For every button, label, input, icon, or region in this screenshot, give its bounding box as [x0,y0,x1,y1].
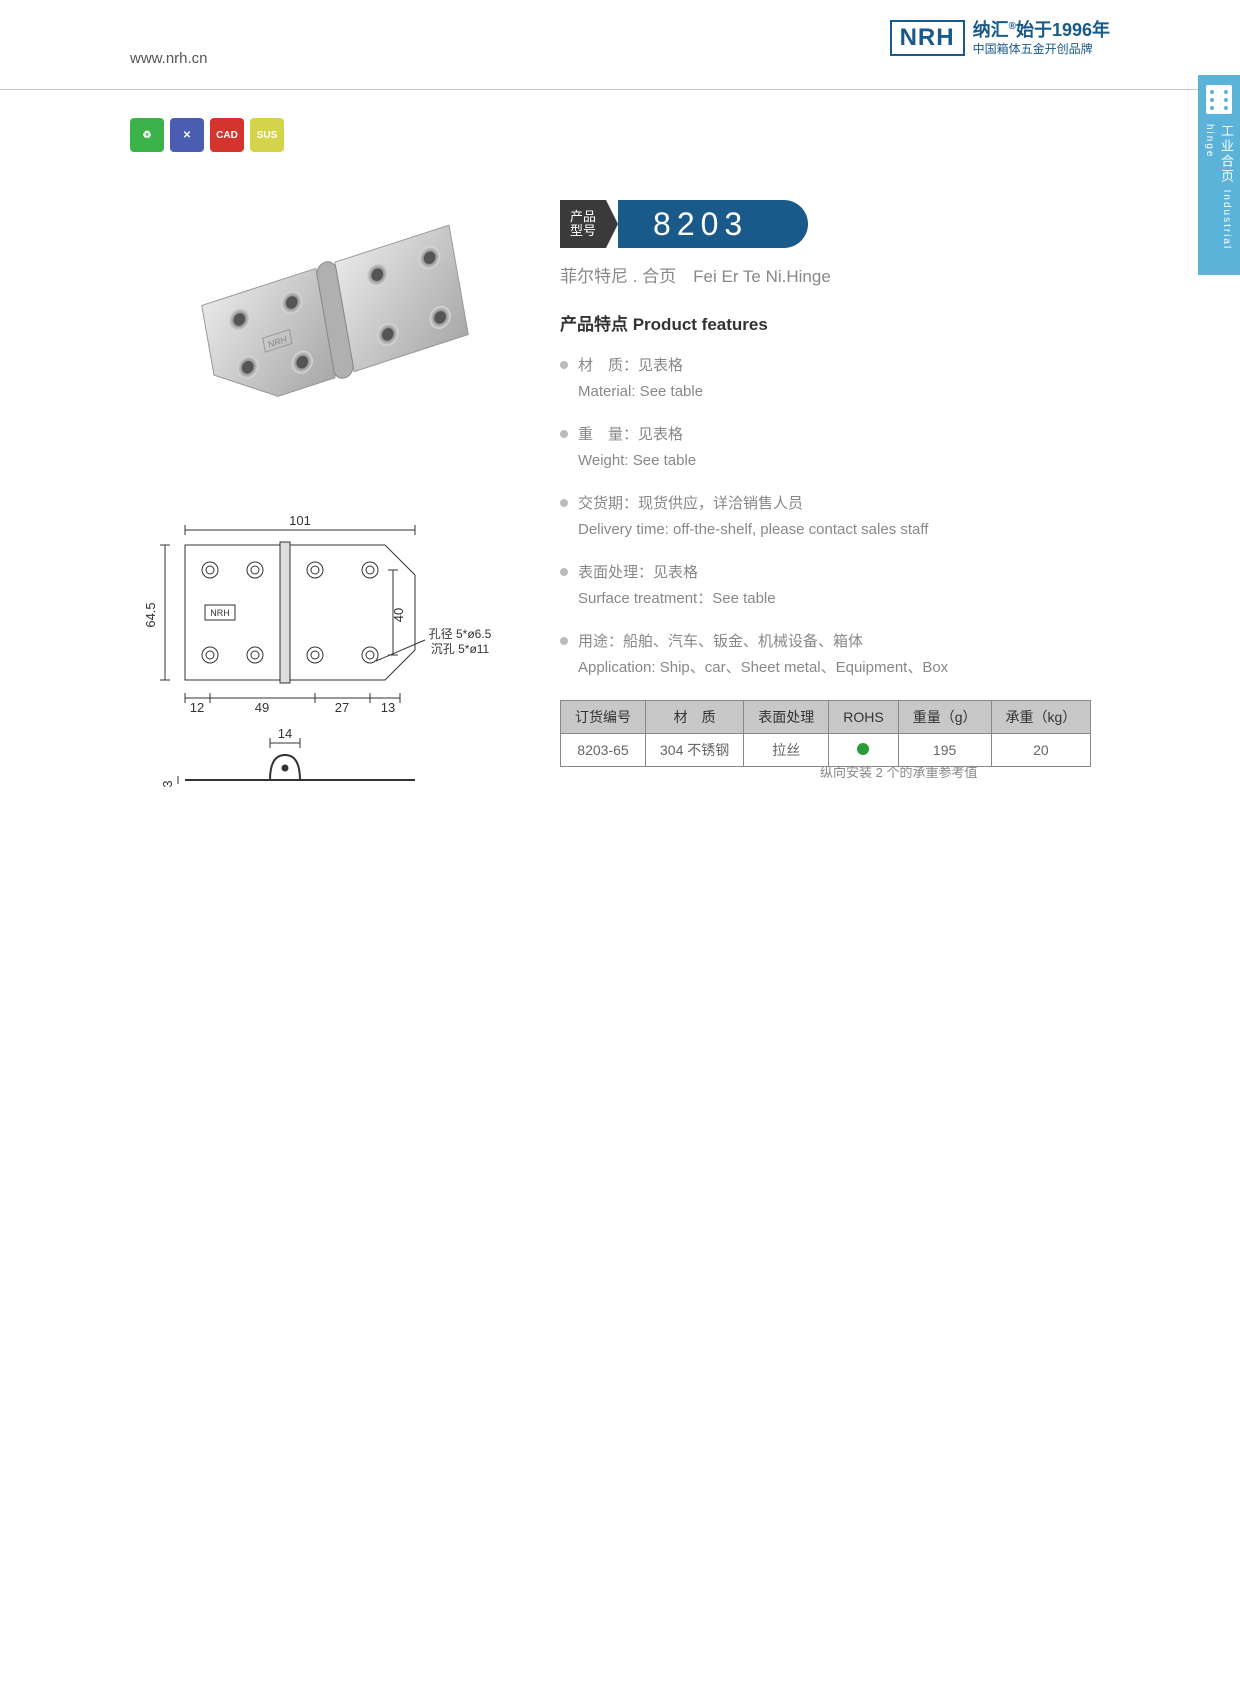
svg-text:NRH: NRH [210,608,230,618]
svg-text:14: 14 [278,726,292,741]
technical-drawing: 101 NRH 64.5 40 孔径 5*ø6.5 沉孔 5*ø11 12 49… [130,500,510,820]
svg-text:沉孔 5*ø11: 沉孔 5*ø11 [431,642,490,656]
svg-text:13: 13 [381,700,395,715]
hinge-icon [1206,85,1232,114]
svg-text:49: 49 [255,700,269,715]
svg-text:孔径 5*ø6.5: 孔径 5*ø6.5 [429,627,492,641]
feature-item: 重 量：见表格Weight: See table [560,422,1120,473]
table-header: 重量（g） [898,701,991,734]
svg-text:101: 101 [289,513,311,528]
table-cell: 20 [991,734,1091,767]
product-photo: NRH [160,190,510,450]
logo-area: NRH 纳汇®始于1996年 中国箱体五金开创品牌 [890,20,1110,56]
svg-text:40: 40 [391,608,406,622]
features-section: 产品特点 Product features 材 质：见表格Material: S… [560,310,1120,767]
tools-icon: ✕ [170,118,204,152]
category-side-tab: 工业合页 Industrial hinge [1198,75,1240,275]
side-tab-label: 工业合页 Industrial hinge [1202,124,1236,275]
product-subtitle: 菲尔特尼 . 合页 Fei Er Te Ni.Hinge [560,262,831,287]
feature-item: 用途：船舶、汽车、钣金、机械设备、箱体Application: Ship、car… [560,629,1120,680]
features-title: 产品特点 Product features [560,310,1120,335]
feature-item: 交货期：现货供应，详洽销售人员Delivery time: off-the-sh… [560,491,1120,542]
model-badge: 产品型号 8203 [560,200,808,248]
svg-text:3: 3 [160,780,175,787]
model-label: 产品型号 [560,200,606,248]
table-cell: 304 不锈钢 [646,734,744,767]
cad-icon: CAD [210,118,244,152]
table-cell: 拉丝 [744,734,829,767]
model-number: 8203 [618,200,808,248]
table-cell: 8203-65 [561,734,646,767]
sus-icon: SUS [250,118,284,152]
table-footnote: 纵向安装 2 个的承重参考值 [820,762,977,781]
rohs-dot-icon [857,743,869,755]
eco-icon: ♻ [130,118,164,152]
svg-text:64.5: 64.5 [143,602,158,627]
feature-item: 材 质：见表格Material: See table [560,353,1120,404]
attribute-icons-row: ♻ ✕ CAD SUS [130,118,284,152]
brand-text: 纳汇®始于1996年 中国箱体五金开创品牌 [973,20,1110,56]
table-header: 材 质 [646,701,744,734]
table-header: 表面处理 [744,701,829,734]
website-url: www.nrh.cn [130,50,208,67]
table-header: 承重（kg） [991,701,1091,734]
feature-item: 表面处理：见表格Surface treatment：See table [560,560,1120,611]
svg-text:27: 27 [335,700,349,715]
brand-logo: NRH [890,20,965,56]
spec-table: 订货编号材 质表面处理ROHS重量（g）承重（kg） 8203-65304 不锈… [560,700,1091,767]
table-header: 订货编号 [561,701,646,734]
table-header: ROHS [829,701,898,734]
svg-text:12: 12 [190,700,204,715]
page-header: www.nrh.cn NRH 纳汇®始于1996年 中国箱体五金开创品牌 [0,0,1240,90]
